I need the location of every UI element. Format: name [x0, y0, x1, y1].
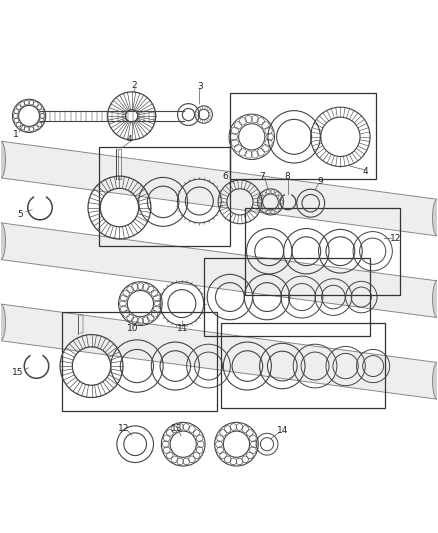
- Text: 4: 4: [127, 135, 132, 144]
- Text: 2: 2: [131, 81, 137, 90]
- Text: 9: 9: [318, 177, 323, 186]
- Ellipse shape: [0, 304, 6, 341]
- Text: 10: 10: [127, 325, 138, 334]
- Text: 13: 13: [171, 424, 182, 433]
- Text: 12: 12: [118, 424, 130, 433]
- Bar: [245, 207, 400, 295]
- Ellipse shape: [432, 199, 438, 236]
- Text: 12: 12: [390, 233, 402, 243]
- Ellipse shape: [432, 362, 438, 399]
- Polygon shape: [1, 223, 437, 318]
- Bar: [99, 147, 230, 246]
- Text: 7: 7: [259, 172, 265, 181]
- Bar: [221, 323, 385, 408]
- Text: 3: 3: [197, 82, 203, 91]
- Text: 1: 1: [13, 130, 19, 139]
- Text: 14: 14: [277, 426, 288, 435]
- Text: 15: 15: [11, 368, 23, 377]
- Text: 4: 4: [363, 167, 368, 176]
- Text: 5: 5: [17, 209, 23, 219]
- Bar: [230, 93, 376, 179]
- Ellipse shape: [0, 223, 6, 260]
- Polygon shape: [1, 141, 437, 236]
- Bar: [62, 312, 217, 410]
- Text: 8: 8: [285, 172, 290, 181]
- Ellipse shape: [0, 141, 6, 178]
- Text: 6: 6: [223, 172, 229, 181]
- Ellipse shape: [432, 281, 438, 318]
- Polygon shape: [1, 304, 437, 399]
- Text: 11: 11: [177, 325, 189, 334]
- Bar: [204, 258, 370, 336]
